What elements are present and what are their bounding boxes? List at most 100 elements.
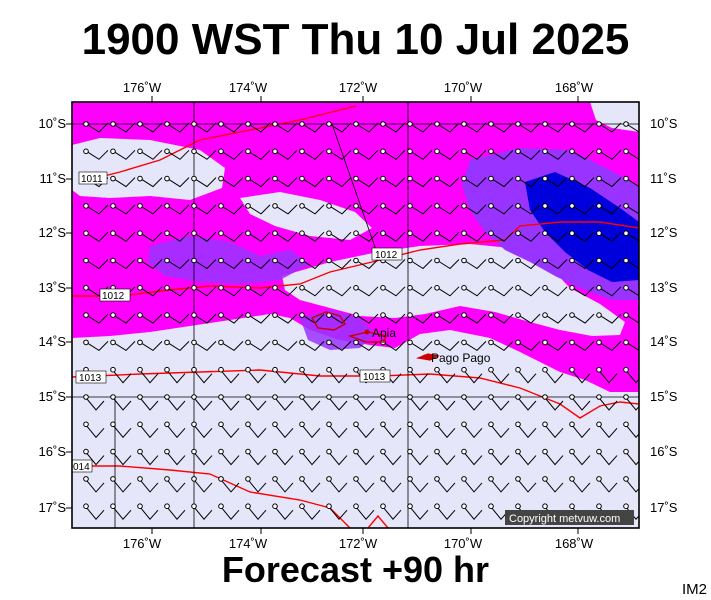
wind-barb	[113, 480, 132, 493]
wind-barb-station	[218, 503, 224, 510]
wind-barb	[195, 286, 217, 297]
wind-barb-station	[164, 285, 170, 291]
wind-barb-station	[434, 285, 440, 291]
wind-barb-station	[515, 148, 521, 155]
lon-label-170w-bottom: 170˚W	[443, 536, 483, 551]
wind-barb-station	[299, 366, 305, 373]
wind-barb-station	[407, 203, 413, 209]
wind-barb	[519, 536, 536, 547]
wind-barb-station	[407, 421, 413, 428]
wind-barb	[545, 398, 564, 411]
wind-barb	[222, 313, 244, 324]
lat-label-11s-right: 11˚S	[650, 171, 677, 186]
wind-barb	[410, 507, 429, 520]
wind-barb	[114, 177, 136, 188]
wind-barb-station	[488, 503, 494, 510]
wind-barb	[222, 204, 244, 215]
wind-barb-station	[245, 503, 251, 510]
wind-barb	[492, 204, 514, 215]
wind-barb	[140, 371, 159, 384]
wind-barb	[600, 122, 622, 133]
wind-barb-station	[272, 312, 278, 318]
wind-barb-station	[164, 312, 170, 318]
wind-barb	[627, 342, 639, 351]
wind-barb-station	[164, 203, 170, 209]
wind-barb	[465, 286, 487, 297]
wind-barb-station	[488, 203, 494, 209]
wind-barb-station	[461, 394, 467, 400]
wind-barb-station	[245, 257, 251, 264]
wind-barb-station	[515, 257, 521, 264]
wind-barb	[572, 398, 591, 411]
wind-barb	[384, 122, 406, 133]
wind-barb	[410, 453, 429, 466]
wind-barb	[276, 313, 298, 324]
wind-barb	[573, 122, 595, 133]
isobar-lines	[72, 105, 639, 528]
wind-barb	[600, 341, 622, 352]
wind-barb-station	[110, 230, 116, 236]
wind-barb-station	[488, 394, 494, 400]
wind-barb	[86, 480, 105, 493]
wind-barb-station	[83, 503, 89, 510]
wind-barb-station	[407, 285, 413, 291]
wind-barb-station	[353, 448, 359, 455]
wind-barb-station	[272, 421, 278, 428]
lat-label-17s-right: 17˚S	[650, 500, 678, 515]
wind-barb	[572, 453, 591, 466]
isobar-label-1014: 014	[73, 462, 90, 473]
lon-label-176w-top: 176˚W	[122, 80, 162, 95]
wind-barb-station	[164, 366, 170, 373]
wind-barb-station	[407, 230, 413, 236]
wind-barb	[249, 177, 271, 188]
wind-barb	[438, 122, 460, 133]
wind-barb-station	[137, 339, 143, 346]
wind-barb	[384, 259, 406, 270]
wind-barb	[302, 398, 321, 411]
wind-barb	[167, 453, 186, 466]
wind-barb-station	[596, 121, 602, 127]
wind-barb	[167, 480, 186, 493]
wind-barb	[492, 231, 514, 242]
place-label-apia: Apia	[372, 326, 396, 340]
wind-barb	[141, 259, 163, 270]
wind-barb-station	[623, 230, 629, 236]
wind-barb	[302, 425, 321, 439]
wind-barb	[600, 286, 622, 297]
wind-barb	[275, 425, 294, 439]
wind-barb-station	[542, 366, 548, 373]
wind-barb-station	[110, 394, 116, 400]
wind-barb	[195, 231, 217, 242]
wind-barb	[627, 315, 639, 324]
wind-barb-station	[83, 203, 89, 209]
wind-barb	[329, 398, 348, 411]
wind-barb-station	[542, 121, 548, 127]
wind-barb-station	[380, 448, 386, 455]
wind-barb-station	[326, 230, 332, 236]
wind-barb	[87, 231, 109, 242]
wind-barb-station	[434, 366, 440, 373]
wind-barb	[626, 453, 639, 466]
wind-barb-station	[515, 448, 521, 455]
wind-barb-station	[515, 175, 521, 182]
wind-barb	[438, 204, 460, 215]
wind-barb-station	[137, 448, 143, 455]
wind-barb	[276, 231, 298, 242]
wind-barb-station	[488, 476, 494, 482]
wind-barb-station	[623, 503, 629, 510]
wind-barb-station	[245, 121, 251, 127]
wind-barb	[356, 480, 375, 493]
wind-barb	[86, 453, 105, 466]
wind-barb	[140, 425, 159, 439]
wind-barb-station	[353, 257, 359, 264]
wind-barb-station	[596, 285, 602, 291]
wind-barb	[600, 177, 622, 188]
wind-barb-station	[542, 148, 548, 155]
wind-barb	[249, 149, 271, 160]
wind-barb	[491, 425, 510, 439]
wind-barb	[168, 231, 190, 242]
wind-barb	[411, 177, 433, 188]
wind-barb-station	[353, 394, 359, 400]
wind-barb-station	[596, 230, 602, 236]
wind-barb	[141, 122, 163, 133]
